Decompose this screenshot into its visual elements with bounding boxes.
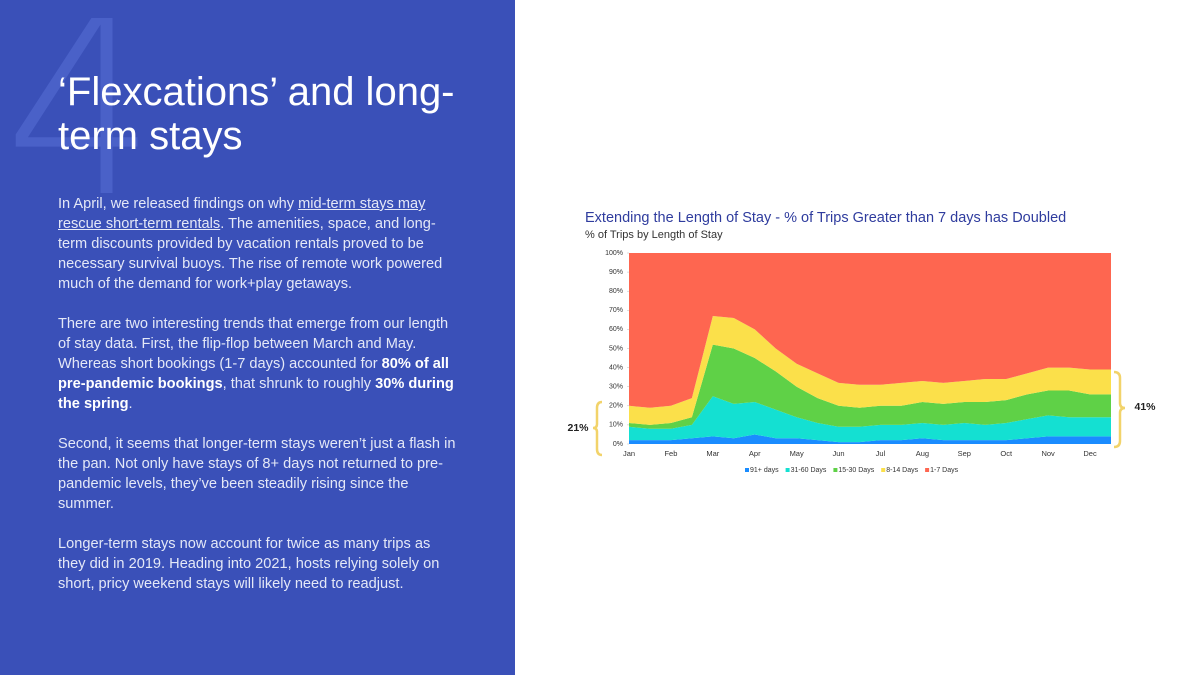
y-tick-label: 40% bbox=[609, 364, 623, 371]
legend-label: 91+ days bbox=[750, 467, 779, 474]
x-tick-label: Jul bbox=[876, 449, 886, 458]
paragraph: In April, we released findings on why mi… bbox=[58, 194, 458, 294]
legend-label: 15-30 Days bbox=[838, 467, 874, 474]
legend-label: 31-60 Days bbox=[791, 467, 827, 474]
text: , that shrunk to roughly bbox=[222, 376, 376, 392]
link[interactable]: mid-term stays may rescue short-term ren… bbox=[58, 196, 426, 232]
chart-title: Extending the Length of Stay - % of Trip… bbox=[585, 210, 1066, 226]
y-tick-label: 60% bbox=[609, 326, 623, 333]
y-tick-label: 20% bbox=[609, 403, 623, 410]
y-tick-label: 0% bbox=[613, 441, 623, 448]
legend-swatch bbox=[833, 468, 838, 472]
y-tick-label: 70% bbox=[609, 307, 623, 314]
x-tick-label: Jan bbox=[623, 449, 635, 458]
legend-label: 8-14 Days bbox=[886, 467, 918, 474]
section-number: 4 bbox=[4, 0, 157, 250]
chart-subtitle: % of Trips by Length of Stay bbox=[585, 229, 723, 241]
x-tick-label: Aug bbox=[916, 449, 929, 458]
x-tick-label: Jun bbox=[833, 449, 845, 458]
y-tick-label: 90% bbox=[609, 269, 623, 276]
paragraph: There are two interesting trends that em… bbox=[58, 314, 458, 414]
legend-swatch bbox=[785, 468, 790, 472]
paragraph: Second, it seems that longer-term stays … bbox=[58, 434, 458, 514]
y-tick-label: 50% bbox=[609, 345, 623, 352]
annotation: 21% bbox=[567, 422, 589, 434]
x-tick-label: Nov bbox=[1041, 449, 1055, 458]
y-tick-label: 80% bbox=[609, 288, 623, 295]
text-panel: 4 ‘Flexcations’ and long-term stays In A… bbox=[0, 0, 515, 675]
x-tick-label: Dec bbox=[1083, 449, 1097, 458]
text: . bbox=[128, 396, 133, 412]
x-tick-label: Mar bbox=[706, 449, 719, 458]
legend-swatch bbox=[745, 468, 749, 472]
x-tick-label: Sep bbox=[958, 449, 971, 458]
annotation: 41% bbox=[1134, 401, 1156, 413]
area bbox=[629, 253, 1111, 408]
x-tick-label: Feb bbox=[664, 449, 677, 458]
legend-swatch bbox=[925, 468, 930, 472]
text: There are two interesting trends that em… bbox=[58, 316, 449, 372]
bold-text: 30% during the spring bbox=[58, 376, 454, 412]
area bbox=[629, 316, 1111, 425]
area bbox=[629, 344, 1111, 429]
brace bbox=[1113, 370, 1126, 449]
legend-label: 1-7 Days bbox=[930, 467, 959, 474]
x-tick-label: Apr bbox=[749, 449, 761, 458]
area bbox=[629, 396, 1111, 443]
x-tick-label: Oct bbox=[1000, 449, 1013, 458]
text: Longer-term stays now account for twice … bbox=[58, 536, 440, 592]
text: Second, it seems that longer-term stays … bbox=[58, 436, 456, 512]
y-tick-label: 100% bbox=[605, 250, 623, 257]
legend-swatch bbox=[881, 468, 886, 472]
slide-title: ‘Flexcations’ and long-term stays bbox=[58, 70, 455, 158]
y-tick-label: 10% bbox=[609, 422, 623, 429]
paragraph: Longer-term stays now account for twice … bbox=[58, 534, 458, 594]
body-text: In April, we released findings on why mi… bbox=[58, 194, 458, 614]
y-tick-label: 30% bbox=[609, 384, 623, 391]
area bbox=[629, 434, 1111, 444]
x-tick-label: May bbox=[790, 449, 804, 458]
text: In April, we released findings on why bbox=[58, 196, 299, 212]
brace bbox=[592, 400, 603, 457]
text: . The amenities, space, and long-term di… bbox=[58, 216, 443, 292]
bold-text: 80% of all pre-pandemic bookings bbox=[58, 356, 449, 392]
